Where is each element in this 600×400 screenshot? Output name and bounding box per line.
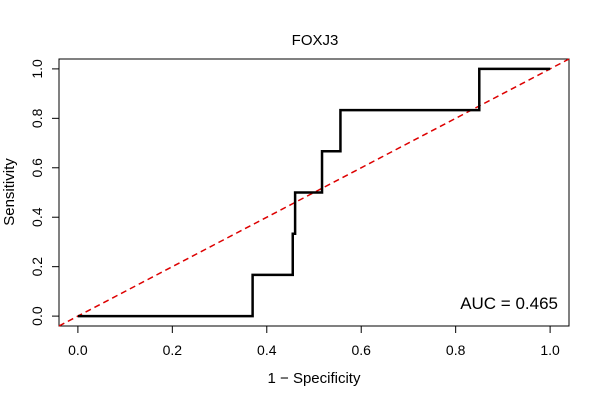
- y-tick-label: 0.8: [29, 108, 45, 128]
- series-layer: [58, 58, 570, 327]
- auc-annotation: AUC = 0.465: [460, 294, 558, 313]
- x-tick-label: 0.4: [257, 342, 277, 358]
- x-tick-label: 0.8: [446, 342, 466, 358]
- y-tick-label: 0.0: [29, 306, 45, 326]
- x-axis: 0.0 0.2 0.4 0.6 0.8 1.0: [68, 325, 560, 358]
- chance-line: [58, 58, 570, 327]
- x-axis-title: 1 − Specificity: [268, 370, 361, 387]
- x-tick-label: 0.0: [68, 342, 88, 358]
- y-tick-label: 0.2: [29, 257, 45, 277]
- y-axis: 0.0 0.2 0.4 0.6 0.8 1.0: [29, 59, 60, 326]
- y-tick-label: 0.6: [29, 158, 45, 178]
- y-tick-label: 1.0: [29, 59, 45, 79]
- y-axis-title: Sensitivity: [1, 158, 18, 226]
- x-tick-label: 0.6: [351, 342, 371, 358]
- x-tick-label: 0.2: [163, 342, 183, 358]
- chart-title: FOXJ3: [292, 32, 339, 49]
- roc-curve: [77, 67, 551, 318]
- x-tick-label: 1.0: [540, 342, 560, 358]
- y-tick-label: 0.4: [29, 207, 45, 227]
